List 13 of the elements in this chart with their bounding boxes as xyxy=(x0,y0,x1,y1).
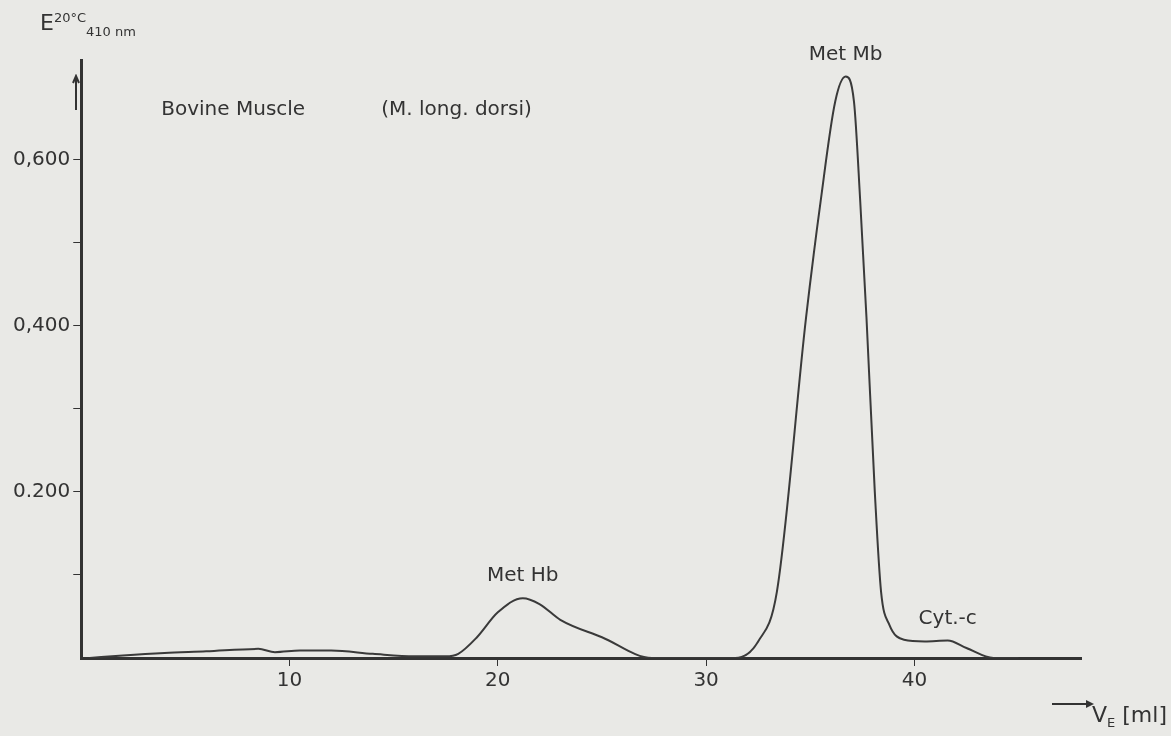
y-tick-label: 0,400 xyxy=(12,311,71,336)
y-tick-label: 0.200 xyxy=(12,478,71,503)
x-tick-label: 20 xyxy=(485,667,511,692)
x-tick-label: 30 xyxy=(693,667,719,692)
annotation: Met Hb xyxy=(487,562,559,587)
annotation: Met Mb xyxy=(808,40,883,65)
x-axis-title: V$_{E}$ [ml] xyxy=(1092,701,1167,730)
x-tick-label: 10 xyxy=(276,667,303,692)
annotation: Bovine Muscle xyxy=(161,96,306,121)
x-tick-label: 40 xyxy=(901,667,928,692)
y-tick-label: 0,600 xyxy=(12,145,71,170)
annotation: (M. long. dorsi) xyxy=(381,96,532,121)
annotation: Cyt.-c xyxy=(918,604,977,629)
